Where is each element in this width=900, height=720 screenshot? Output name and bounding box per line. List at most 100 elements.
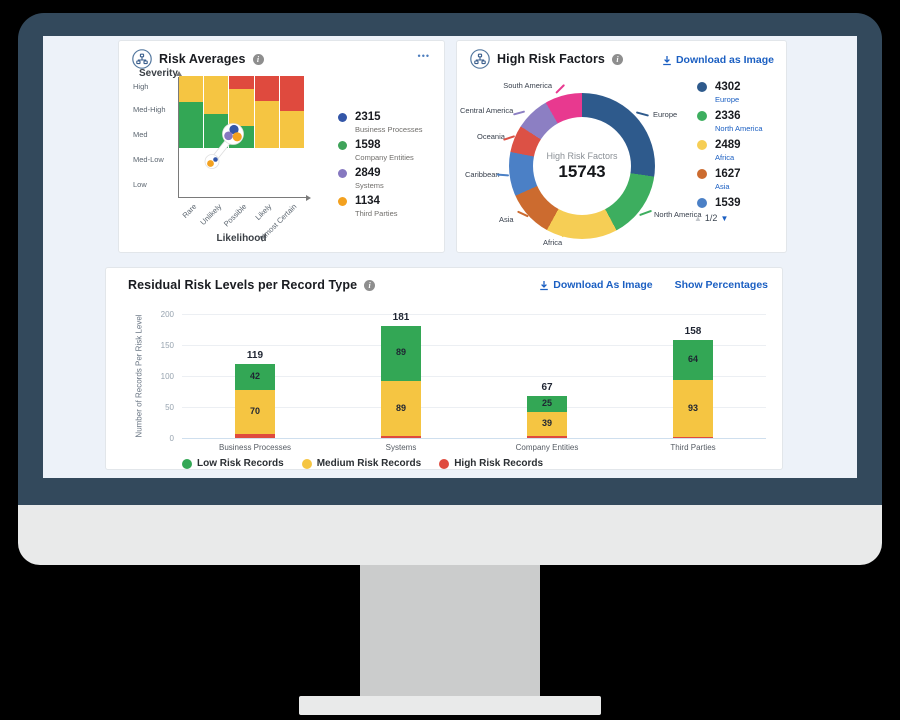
y-tick-label: 50	[165, 403, 174, 412]
heatmap-cell	[229, 76, 254, 89]
y-tick-label: 100	[160, 372, 174, 381]
page-down-icon[interactable]: ▼	[720, 213, 729, 223]
legend-value: 1539	[715, 197, 741, 209]
legend-dot	[439, 458, 450, 469]
residual-risk-card: Residual Risk Levels per Record Type i D…	[105, 267, 783, 470]
legend-value: 2489	[715, 139, 741, 151]
legend-item: High Risk Records	[439, 458, 543, 469]
legend-dot	[182, 458, 192, 469]
legend-dot	[338, 169, 347, 178]
bar-segment	[673, 340, 713, 380]
monitor-chin	[18, 505, 882, 565]
page-up-icon[interactable]: ▲	[694, 213, 702, 223]
legend-label[interactable]: Asia	[715, 182, 730, 191]
legend-dot	[697, 198, 707, 208]
y-tick-label: 200	[160, 310, 174, 319]
bar-segment	[381, 436, 421, 438]
legend-label[interactable]: North America	[715, 124, 763, 133]
bar-segment	[527, 396, 567, 412]
gridline	[182, 345, 766, 346]
bar-chart-legend: Low Risk Records Medium Risk Records Hig…	[182, 458, 543, 469]
legend-value: 2315	[355, 111, 381, 123]
legend-dot	[301, 458, 312, 469]
donut-label: Africa	[543, 238, 563, 247]
info-icon[interactable]: i	[364, 279, 376, 291]
bar-segment-value: 25	[541, 398, 552, 409]
legend-value: 1134	[355, 195, 380, 207]
legend-item[interactable]: 4302 Europe	[697, 81, 741, 104]
donut-label: Asia	[499, 215, 514, 224]
bar-segment-value: 42	[249, 371, 260, 382]
bar-segment-value: 70	[249, 405, 260, 416]
legend-item: 2315 Business Processes	[338, 111, 423, 134]
show-percentages-link[interactable]: Show Percentages	[674, 279, 768, 291]
severity-tick-label: Low	[133, 180, 147, 189]
legend-item[interactable]: 1539	[697, 197, 741, 211]
info-icon[interactable]: i	[611, 53, 623, 65]
likelihood-axis-line	[178, 197, 306, 198]
legend-value: 4302	[715, 81, 741, 93]
heatmap-cell	[229, 88, 254, 126]
legend-item[interactable]: 2336 North America	[697, 110, 763, 133]
legend-label[interactable]: Europe	[715, 95, 740, 104]
legend-label[interactable]: Africa	[715, 153, 735, 162]
bar-total-label: 119	[246, 350, 264, 362]
bar-segment	[235, 390, 275, 434]
legend-item: 1598 Company Entities	[338, 139, 414, 162]
card-header: Risk Averages i	[132, 49, 264, 69]
donut-label: Oceania	[477, 132, 505, 141]
donut-label: South America	[503, 81, 552, 90]
gridline	[182, 376, 766, 377]
legend-item[interactable]: 2489 Africa	[697, 139, 741, 162]
legend-item: Low Risk Records	[182, 458, 284, 469]
card-title: Residual Risk Levels per Record Type	[128, 278, 358, 292]
legend-item[interactable]: 1627 Asia	[697, 168, 741, 191]
legend-dot	[697, 82, 707, 92]
hierarchy-badge-icon	[470, 49, 490, 69]
bar-segment-value: 93	[687, 402, 698, 413]
legend-label: Low Risk Records	[197, 458, 284, 469]
bar-segment-value: 89	[395, 347, 406, 358]
download-as-image-link[interactable]: Download as Image	[662, 54, 774, 66]
heatmap-column	[254, 76, 279, 148]
legend-label: Business Processes	[355, 125, 423, 134]
severity-tick-label: Med-Low	[133, 155, 164, 164]
card-menu-button[interactable]: •••	[417, 51, 430, 61]
likelihood-axis-arrow	[306, 194, 311, 201]
download-icon	[663, 55, 671, 65]
download-as-image-link[interactable]: Download As Image	[539, 279, 653, 291]
bar-segment	[673, 437, 713, 438]
bar-segment	[527, 436, 567, 438]
heatmap-cell	[179, 101, 204, 148]
card-title: High Risk Factors	[497, 52, 605, 66]
legend-item: 2849 Systems	[338, 167, 384, 190]
bar-segment	[527, 411, 567, 437]
severity-heatmap	[179, 76, 305, 148]
likelihood-axis-title: Likelihood	[216, 233, 267, 244]
donut-label: Central America	[460, 106, 514, 115]
legend-label: High Risk Records	[454, 458, 544, 469]
download-icon	[540, 280, 549, 290]
y-tick-label: 0	[169, 434, 174, 443]
bar-segment	[381, 380, 421, 437]
bar-segment-value: 39	[541, 418, 552, 429]
legend-value: 2336	[715, 110, 741, 122]
donut-chart: High Risk Factors 15743	[509, 93, 655, 239]
legend-label: Company Entities	[355, 153, 414, 162]
heatmap-column	[229, 76, 254, 148]
heatmap-column	[204, 76, 229, 148]
x-category-label: Third Parties	[670, 443, 716, 452]
legend-dot	[338, 141, 347, 150]
donut-label: Caribbean	[465, 170, 500, 179]
risk-averages-card: Risk Averages i ••• Severity High Med-Hi…	[118, 40, 445, 253]
x-axis-line	[182, 438, 766, 439]
y-axis-title: Number of Records Per Risk Level	[134, 314, 144, 438]
y-tick-label: 150	[160, 341, 174, 350]
legend-dot	[338, 197, 347, 206]
info-icon[interactable]: i	[252, 53, 264, 65]
legend-dot	[697, 140, 707, 150]
heatmap-cell	[204, 76, 229, 115]
heatmap-column	[279, 76, 305, 148]
donut-center: High Risk Factors 15743	[533, 117, 631, 215]
bar-total-label: 181	[392, 311, 410, 323]
